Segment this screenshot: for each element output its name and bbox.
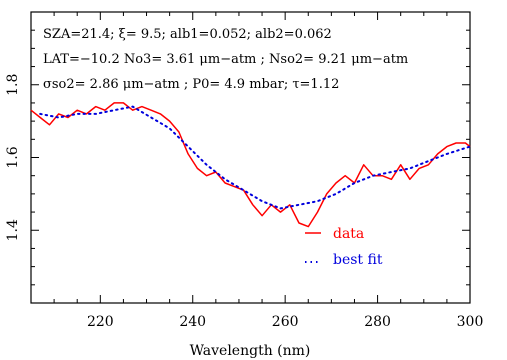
x-tick-label: 260 — [272, 314, 299, 330]
x-tick-label: 300 — [457, 314, 484, 330]
legend-label-data: data — [333, 226, 364, 242]
annotation-line-1: SZA=21.4; ξ= 9.5; alb1=0.052; alb2=0.062 — [43, 27, 332, 42]
y-tick-label: 1.8 — [5, 74, 21, 96]
annotation-line-2: LAT=−10.2 No3= 3.61 μm−atm ; Nso2= 9.21 … — [43, 52, 408, 67]
x-tick-label: 240 — [179, 314, 206, 330]
x-axis-label: Wavelength (nm) — [190, 343, 311, 359]
legend-label-best-fit: best fit — [333, 252, 383, 268]
annotation-line-3: σso2= 2.86 μm−atm ; P0= 4.9 mbar; τ=1.12 — [43, 77, 339, 92]
y-tick-label: 1.6 — [5, 146, 21, 168]
tick-labels: 220 240 260 280 300 1.4 1.6 1.8 — [5, 74, 483, 330]
x-tick-label: 220 — [87, 314, 114, 330]
legend: data best fit — [305, 226, 383, 268]
series-layer — [30, 102, 471, 228]
y-tick-label: 1.4 — [5, 219, 21, 241]
best-fit-line — [39, 105, 471, 210]
axis-ticks — [30, 11, 471, 304]
x-tick-label: 280 — [364, 314, 391, 330]
data-line — [30, 102, 471, 228]
